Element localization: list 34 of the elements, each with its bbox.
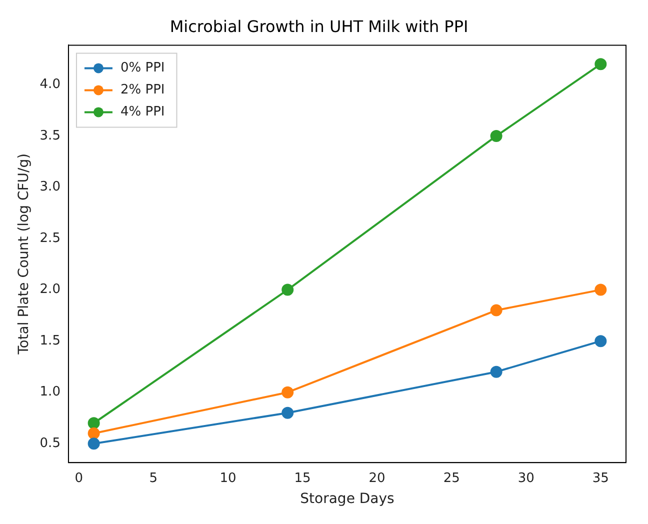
y-tick-label: 4.0 xyxy=(40,77,60,92)
point xyxy=(88,427,100,440)
y-tick-label: 1.5 xyxy=(40,333,60,348)
point xyxy=(594,335,607,348)
point xyxy=(282,406,294,419)
point xyxy=(490,130,502,142)
point xyxy=(594,284,607,296)
point xyxy=(88,417,100,430)
y-tick-label: 3.0 xyxy=(40,180,60,195)
y-tick-label: 2.0 xyxy=(40,282,60,298)
x-tick-label: 30 xyxy=(518,470,534,486)
point xyxy=(490,366,502,378)
x-axis-title: Storage Days xyxy=(300,491,394,508)
point xyxy=(594,58,607,70)
point xyxy=(88,438,100,450)
y-tick-label: 2.5 xyxy=(40,230,60,246)
point xyxy=(490,304,502,316)
x-tick-label: 5 xyxy=(149,470,158,486)
y-tick-label: 3.5 xyxy=(40,128,60,144)
chart-title: Microbial Growth in UHT Milk with PPI xyxy=(170,16,468,36)
point xyxy=(282,284,294,296)
legend-label: 2% PPI xyxy=(120,82,165,98)
x-tick-label: 20 xyxy=(368,470,386,486)
y-axis-title: Total Plate Count (log CFU/g) xyxy=(16,153,32,356)
y-tick-label: 0.5 xyxy=(40,436,60,451)
legend-label: 4% PPI xyxy=(120,104,165,120)
x-tick-label: 35 xyxy=(592,470,609,486)
y-tick-label: 1.0 xyxy=(40,384,60,400)
x-tick-label: 10 xyxy=(220,470,236,486)
x-tick-label: 15 xyxy=(294,470,311,486)
point xyxy=(282,386,294,398)
legend-label: 0% PPI xyxy=(120,60,165,76)
x-tick-label: 0 xyxy=(74,470,84,486)
x-tick-label: 25 xyxy=(443,470,460,486)
